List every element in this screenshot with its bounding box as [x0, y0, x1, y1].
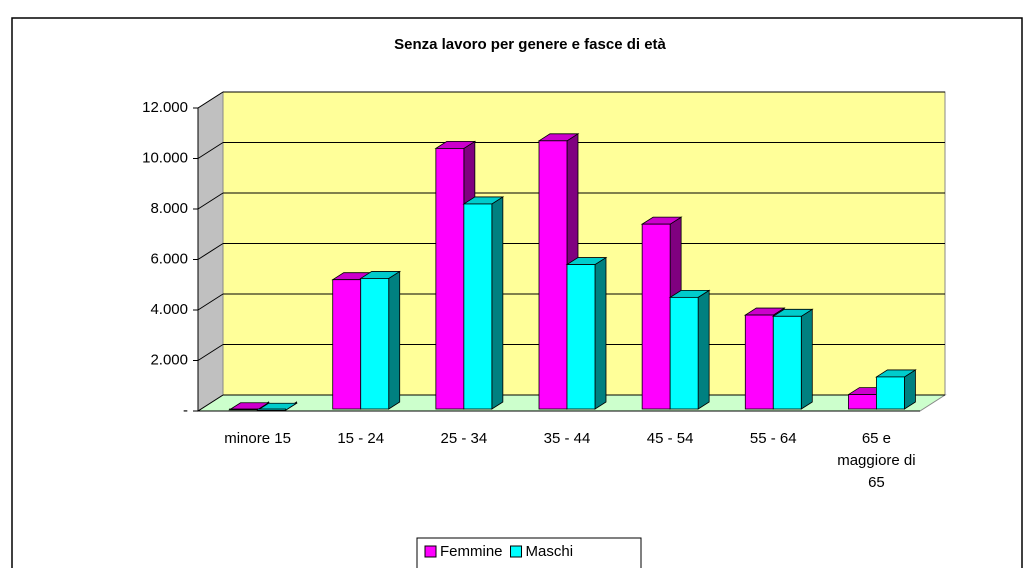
- legend-box: [416, 537, 642, 573]
- y-tick-label: 2.000: [150, 351, 188, 368]
- x-tick-label: 15 - 24: [337, 430, 385, 447]
- y-tick-label: 6.000: [150, 250, 188, 267]
- chart-title: Senza lavoro per genere e fasce di età: [394, 36, 666, 53]
- bar: [876, 376, 905, 410]
- y-tick-label: 12.000: [142, 99, 188, 116]
- legend-swatch: [510, 545, 523, 558]
- grid-line-side: [197, 91, 224, 109]
- bar-side: [594, 256, 607, 410]
- grid-line-side: [197, 344, 224, 361]
- bar: [744, 314, 774, 410]
- bar-side: [491, 196, 504, 410]
- bar: [669, 296, 699, 410]
- bar: [360, 278, 390, 410]
- grid-line-side: [197, 142, 224, 159]
- bar-side: [697, 289, 710, 410]
- x-tick-label: 35 - 44: [543, 430, 591, 447]
- y-tick-label: 4.000: [150, 301, 188, 318]
- bar-side: [388, 270, 401, 410]
- grid-line-side: [197, 293, 224, 311]
- x-tick-label: minore 15: [224, 430, 291, 447]
- bar: [772, 315, 802, 410]
- bar: [229, 408, 258, 411]
- y-tick-label: -: [183, 402, 188, 419]
- bar: [538, 140, 568, 410]
- bar-side: [800, 308, 813, 410]
- x-tick-label: 65 e maggiore di 65: [837, 430, 916, 491]
- legend-label: Femmine: [440, 543, 503, 560]
- bar: [641, 223, 671, 410]
- bar: [848, 394, 877, 410]
- grid-line-side: [197, 243, 224, 260]
- bar: [332, 279, 362, 410]
- grid-line-side: [197, 394, 224, 412]
- y-tick-label: 10.000: [142, 149, 188, 166]
- grid-line-side: [197, 192, 224, 210]
- bar: [566, 264, 596, 410]
- bar: [463, 203, 493, 410]
- bar: [435, 147, 465, 410]
- x-tick-label: 55 - 64: [749, 430, 797, 447]
- y-tick-label: 8.000: [150, 200, 188, 217]
- legend-swatch: [424, 545, 437, 558]
- legend-label: Maschi: [526, 543, 574, 560]
- x-tick-label: 25 - 34: [440, 430, 488, 447]
- bar: [257, 408, 286, 411]
- x-tick-label: 45 - 54: [646, 430, 694, 447]
